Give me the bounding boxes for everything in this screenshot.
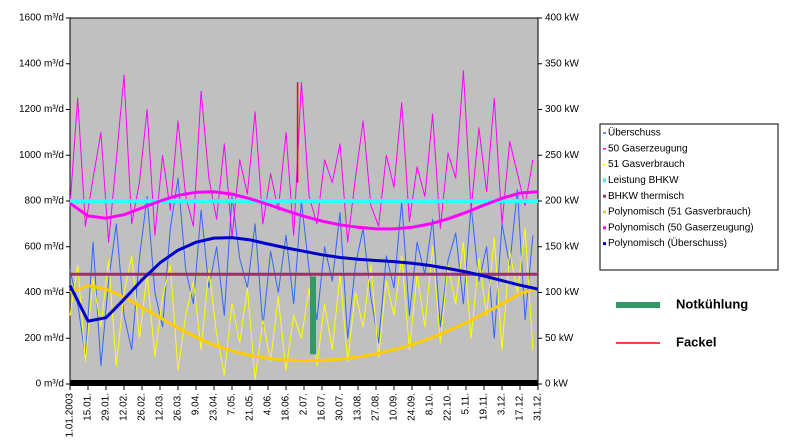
x-tick-label: 22.10.: [443, 393, 454, 421]
x-tick-label: 9.04.: [191, 393, 202, 415]
x-tick-label: 23.04.: [209, 393, 220, 421]
x-tick-label: 13.08.: [353, 393, 364, 421]
x-tick-label: 8.10.: [425, 393, 436, 415]
x-tick-label: 4.06.: [263, 393, 274, 415]
x-tick-label: 10.09.: [389, 393, 400, 421]
y2-tick-label: 200 kW: [545, 196, 579, 207]
legend-label: Polynomisch (50 Gaserzeugung): [608, 222, 754, 233]
y-tick-label: 1400 m³/d: [19, 58, 64, 69]
y-tick-label: 400 m³/d: [25, 287, 64, 298]
legend-label: Fackel: [676, 334, 716, 349]
x-tick-label: 31.12.: [533, 393, 544, 421]
x-tick-label: 26.02.: [137, 393, 148, 421]
x-tick-label: 3.12.: [497, 393, 508, 415]
x-tick-label: 30.07.: [335, 393, 346, 421]
x-tick-label: 19.11.: [479, 393, 490, 420]
y-tick-label: 0 m³/d: [36, 379, 64, 390]
legend-label: BHKW thermisch: [608, 191, 684, 202]
legend-box: [599, 123, 779, 271]
x-tick-label: 1.01.2003: [65, 393, 76, 438]
series-line: [68, 236, 539, 323]
legend-label: 50 Gaserzeugung: [608, 143, 688, 154]
dense-day-ticks: [70, 380, 538, 386]
x-tick-label: 7.05.: [227, 393, 238, 415]
y-tick-label: 1000 m³/d: [19, 150, 64, 161]
series-line: [69, 284, 539, 363]
x-tick-label: 17.12.: [515, 393, 526, 421]
y2-tick-label: 0 kW: [545, 379, 568, 390]
y2-tick-label: 300 kW: [545, 104, 579, 115]
x-tick-label: 26.03.: [173, 393, 184, 421]
x-tick-label: 18.06.: [281, 393, 292, 421]
y2-tick-label: 250 kW: [545, 150, 579, 161]
x-tick-label: 24.09.: [407, 393, 418, 421]
x-tick-label: 5.11.: [461, 393, 472, 415]
y-tick-label: 1200 m³/d: [19, 104, 64, 115]
y2-tick-label: 100 kW: [545, 287, 579, 298]
legend-label: Notkühlung: [676, 296, 748, 311]
x-tick-label: 12.03.: [155, 393, 166, 421]
y-tick-label: 800 m³/d: [25, 196, 64, 207]
series-line: [69, 190, 539, 231]
y-tick-label: 600 m³/d: [25, 241, 64, 252]
x-tick-label: 12.02.: [119, 393, 130, 421]
x-tick-label: 2.07.: [299, 393, 310, 415]
y2-tick-label: 400 kW: [545, 13, 579, 24]
x-tick-label: 27.08.: [371, 393, 382, 421]
legend-label: Polynomisch (51 Gasverbrauch): [608, 207, 751, 218]
series-line: [69, 70, 534, 243]
legend-label: Polynomisch (Überschuss): [608, 237, 727, 249]
y2-tick-label: 150 kW: [545, 241, 579, 252]
x-tick-label: 29.01.: [101, 393, 112, 421]
y2-tick-label: 350 kW: [545, 58, 579, 69]
x-tick-label: 21.05.: [245, 393, 256, 421]
x-tick-label: 16.07.: [317, 393, 328, 421]
y-tick-label: 1600 m³/d: [19, 13, 64, 24]
y2-tick-label: 50 kW: [545, 333, 574, 344]
y-tick-label: 200 m³/d: [25, 333, 64, 344]
legend-label: Überschuss: [608, 127, 661, 139]
legend-label: 51 Gasverbrauch: [608, 159, 685, 170]
x-tick-label: 15.01.: [83, 393, 94, 421]
legend-label: Leistung BHKW: [608, 175, 679, 186]
